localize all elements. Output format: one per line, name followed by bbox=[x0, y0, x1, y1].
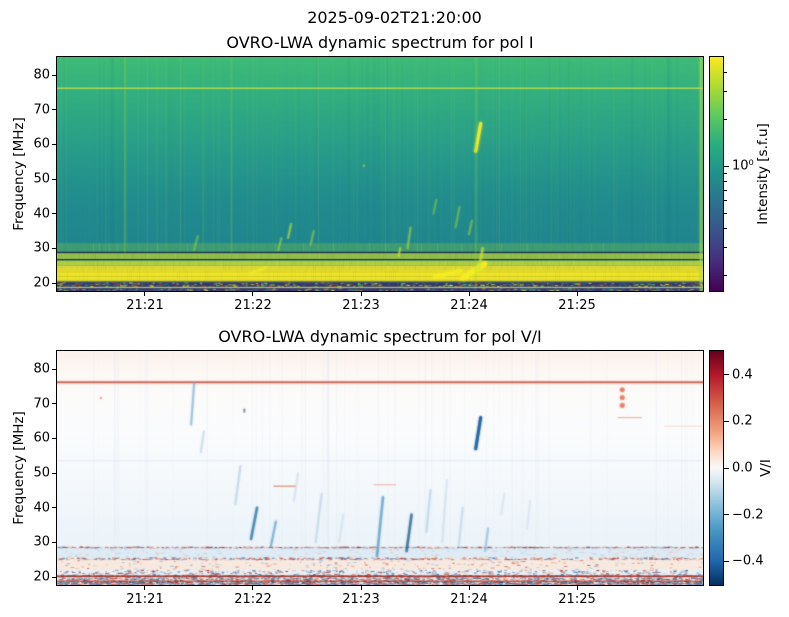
y-tick bbox=[52, 507, 56, 509]
colorbar-tick-label: −0.4 bbox=[732, 553, 764, 569]
colorbar-tick bbox=[724, 91, 727, 93]
colorbar-tick bbox=[724, 212, 727, 214]
colorbar-tick bbox=[724, 118, 727, 120]
y-tick-label: 70 bbox=[33, 102, 50, 118]
x-tick bbox=[576, 586, 578, 590]
y-tick-label: 20 bbox=[33, 275, 50, 291]
x-tick bbox=[576, 292, 578, 296]
figure-suptitle: 2025-09-02T21:20:00 bbox=[307, 8, 482, 27]
y-tick-label: 30 bbox=[33, 534, 50, 550]
colorbar-tick bbox=[724, 200, 727, 202]
colorbar-tick bbox=[724, 227, 727, 229]
x-tick bbox=[144, 586, 146, 590]
colorbar-tick bbox=[724, 420, 729, 422]
y-tick bbox=[52, 472, 56, 474]
x-tick-label: 21:24 bbox=[450, 592, 488, 607]
pol-vi-heatmap bbox=[56, 350, 704, 586]
y-tick-label: 50 bbox=[33, 171, 50, 187]
pol-i-colorbar-label: Intensity [s.f.u] bbox=[755, 123, 771, 225]
colorbar-tick bbox=[724, 560, 729, 562]
y-tick bbox=[52, 403, 56, 405]
x-tick-label: 21:24 bbox=[450, 298, 488, 313]
y-tick-label: 40 bbox=[33, 206, 50, 222]
colorbar-tick-label: 0.0 bbox=[732, 460, 753, 476]
x-tick-label: 21:25 bbox=[558, 592, 596, 607]
colorbar-tick-label: −0.2 bbox=[732, 507, 764, 523]
colorbar-tick-label: 10⁰ bbox=[732, 158, 754, 174]
y-tick bbox=[52, 368, 56, 370]
colorbar-tick bbox=[724, 180, 727, 182]
pol-i-colorbar bbox=[709, 56, 724, 292]
x-tick bbox=[360, 586, 362, 590]
y-tick bbox=[52, 143, 56, 145]
y-tick bbox=[52, 74, 56, 76]
colorbar-tick-label: 0.2 bbox=[732, 413, 753, 429]
x-tick-label: 21:21 bbox=[126, 592, 164, 607]
pol-i-heatmap bbox=[56, 56, 704, 292]
y-tick bbox=[52, 576, 56, 578]
x-tick bbox=[144, 292, 146, 296]
colorbar-tick bbox=[724, 467, 729, 469]
y-tick bbox=[52, 178, 56, 180]
pol-i-title: OVRO-LWA dynamic spectrum for pol I bbox=[226, 33, 534, 52]
colorbar-tick bbox=[724, 274, 727, 276]
colorbar-tick bbox=[724, 374, 729, 376]
y-tick-label: 30 bbox=[33, 240, 50, 256]
pol-vi-colorbar bbox=[709, 350, 724, 586]
y-tick bbox=[52, 437, 56, 439]
y-tick-label: 80 bbox=[33, 67, 50, 83]
y-tick-label: 80 bbox=[33, 361, 50, 377]
x-tick-label: 21:25 bbox=[558, 298, 596, 313]
y-tick-label: 70 bbox=[33, 396, 50, 412]
pol-vi-colorbar-label: V/I bbox=[758, 459, 774, 477]
y-tick-label: 50 bbox=[33, 465, 50, 481]
x-tick-label: 21:22 bbox=[234, 298, 272, 313]
colorbar-tick bbox=[724, 71, 727, 73]
x-tick bbox=[468, 292, 470, 296]
y-tick-label: 40 bbox=[33, 500, 50, 516]
y-tick bbox=[52, 213, 56, 215]
x-tick-label: 21:23 bbox=[342, 298, 380, 313]
y-tick bbox=[52, 282, 56, 284]
y-tick-label: 60 bbox=[33, 430, 50, 446]
y-tick-label: 60 bbox=[33, 136, 50, 152]
colorbar-tick-label: 0.4 bbox=[732, 367, 753, 383]
x-tick-label: 21:21 bbox=[126, 298, 164, 313]
x-tick bbox=[468, 586, 470, 590]
y-tick bbox=[52, 541, 56, 543]
colorbar-tick bbox=[724, 189, 727, 191]
colorbar-tick bbox=[724, 165, 729, 167]
pol-vi-title: OVRO-LWA dynamic spectrum for pol V/I bbox=[218, 327, 542, 346]
y-tick bbox=[52, 247, 56, 249]
y-tick-label: 20 bbox=[33, 569, 50, 585]
colorbar-tick bbox=[724, 172, 727, 174]
y-tick bbox=[52, 109, 56, 111]
x-tick bbox=[252, 586, 254, 590]
x-tick-label: 21:22 bbox=[234, 592, 272, 607]
x-tick-label: 21:23 bbox=[342, 592, 380, 607]
x-tick bbox=[252, 292, 254, 296]
colorbar-tick bbox=[724, 514, 729, 516]
colorbar-tick bbox=[724, 247, 727, 249]
x-tick bbox=[360, 292, 362, 296]
